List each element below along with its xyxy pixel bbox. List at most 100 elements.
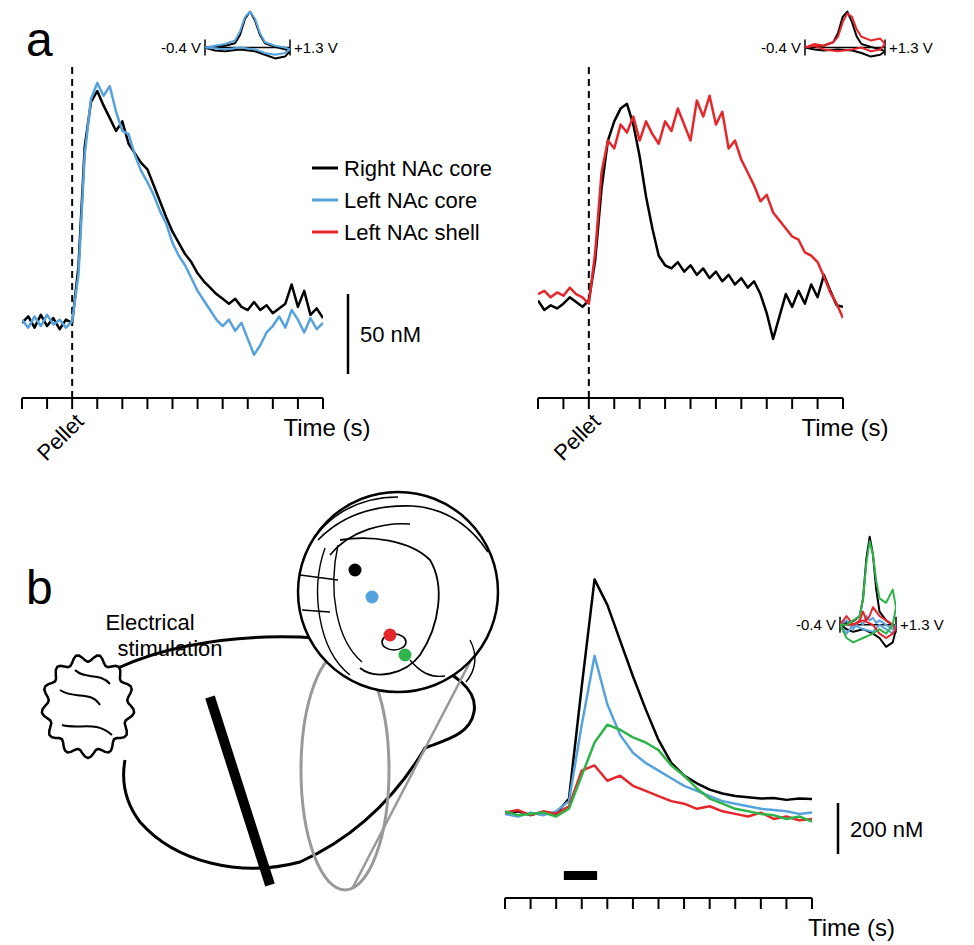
traces [205, 12, 290, 59]
event-line [588, 67, 590, 398]
x-tick [817, 398, 819, 409]
event-line [71, 67, 73, 398]
legend-swatch [312, 167, 338, 170]
x-tick [606, 898, 608, 909]
x-tick [96, 398, 98, 409]
panel-letter: a [26, 13, 53, 66]
recording-site [399, 649, 412, 662]
traces [22, 83, 323, 355]
x-axis-title: Time (s) [283, 414, 370, 441]
recording-site [366, 591, 379, 604]
legend: Right NAc core Left NAc core Left NAc shel… [312, 156, 492, 245]
panel-letter: b [26, 561, 53, 614]
x-tick [222, 398, 224, 409]
figure: a b Time (s) Pellet 50 nM Right NAc core Left … [0, 0, 974, 945]
x-tick [639, 398, 641, 409]
rat-brain-diagram: Electricalstimulation [42, 610, 475, 890]
trace [205, 12, 290, 55]
x-tick [581, 898, 583, 909]
x-tick-label: +1.3 V [294, 39, 338, 56]
x-tick [530, 898, 532, 909]
legend-label: Left NAc shell [344, 220, 480, 245]
x-tick [715, 398, 717, 409]
x-tick [21, 398, 23, 409]
x-tick [613, 398, 615, 409]
inset-chart: -0.4 V+1.3 V [796, 537, 944, 647]
scale-bar-label: 50 nM [360, 322, 421, 347]
x-tick [766, 398, 768, 409]
traces [538, 96, 843, 339]
electrode [210, 697, 270, 885]
trace [22, 91, 323, 329]
x-tick [709, 898, 711, 909]
x-tick [632, 898, 634, 909]
x-tick [664, 398, 666, 409]
recording-site [384, 629, 397, 642]
x-axis-title: Time (s) [801, 414, 888, 441]
legend-label: Left NAc core [344, 188, 477, 213]
x-tick [247, 398, 249, 409]
trace [22, 83, 323, 355]
section-lines [300, 545, 362, 675]
electrode-label: Electricalstimulation [105, 610, 222, 661]
scale-bar [347, 294, 350, 374]
x-tick-label: -0.4 V [161, 39, 201, 56]
x-tick-label: -0.4 V [796, 616, 836, 633]
x-tick [504, 898, 506, 909]
traces [805, 12, 885, 57]
x-tick [71, 398, 73, 409]
event-label: Pellet [32, 409, 89, 466]
scale-bar-label: 200 nM [850, 817, 923, 842]
x-tick [272, 398, 274, 409]
legend-label: Right NAc core [344, 156, 492, 181]
trace [505, 765, 812, 820]
stimulation-bar [564, 871, 597, 880]
striatum-outline [340, 538, 439, 674]
legend-swatch [312, 199, 338, 202]
x-tick [146, 398, 148, 409]
x-tick [785, 898, 787, 909]
x-tick-label: -0.4 V [761, 39, 801, 56]
x-tick [297, 398, 299, 409]
trace [805, 12, 885, 57]
x-tick [658, 898, 660, 909]
x-tick [197, 398, 199, 409]
x-tick [121, 398, 123, 409]
label-line: Electrical [105, 610, 194, 635]
cortex-lines [303, 497, 488, 560]
event-label: Pellet [549, 409, 606, 466]
coronal-section [298, 492, 498, 692]
trace-chart: Time (s) Pellet 50 nM [22, 67, 421, 465]
cerebellum [42, 656, 134, 759]
x-tick [740, 398, 742, 409]
x-tick-label: +1.3 V [889, 39, 933, 56]
x-tick [588, 398, 590, 409]
x-tick [562, 398, 564, 409]
x-tick [791, 398, 793, 409]
x-tick [46, 398, 48, 409]
x-tick [172, 398, 174, 409]
traces [840, 537, 896, 647]
trace-chart: Time (s) 200 nM [505, 579, 923, 941]
zoom-line [352, 662, 470, 889]
x-tick [322, 398, 324, 409]
recording-site [349, 564, 362, 577]
x-tick [760, 898, 762, 909]
legend-swatch [312, 231, 338, 234]
trace [840, 541, 896, 642]
inset-chart: -0.4 V +1.3 V [161, 12, 338, 59]
trace [805, 13, 885, 51]
trace [840, 537, 896, 647]
section-outline [298, 492, 498, 692]
x-axis-title: Time (s) [808, 914, 895, 941]
trace [205, 12, 290, 59]
x-tick [683, 898, 685, 909]
section-lines [410, 640, 475, 682]
x-tick [811, 898, 813, 909]
x-tick [842, 398, 844, 409]
inset-chart: -0.4 V +1.3 V [761, 12, 933, 57]
x-tick [734, 898, 736, 909]
label-line: stimulation [117, 636, 222, 661]
x-tick [555, 898, 557, 909]
trace [538, 96, 843, 318]
